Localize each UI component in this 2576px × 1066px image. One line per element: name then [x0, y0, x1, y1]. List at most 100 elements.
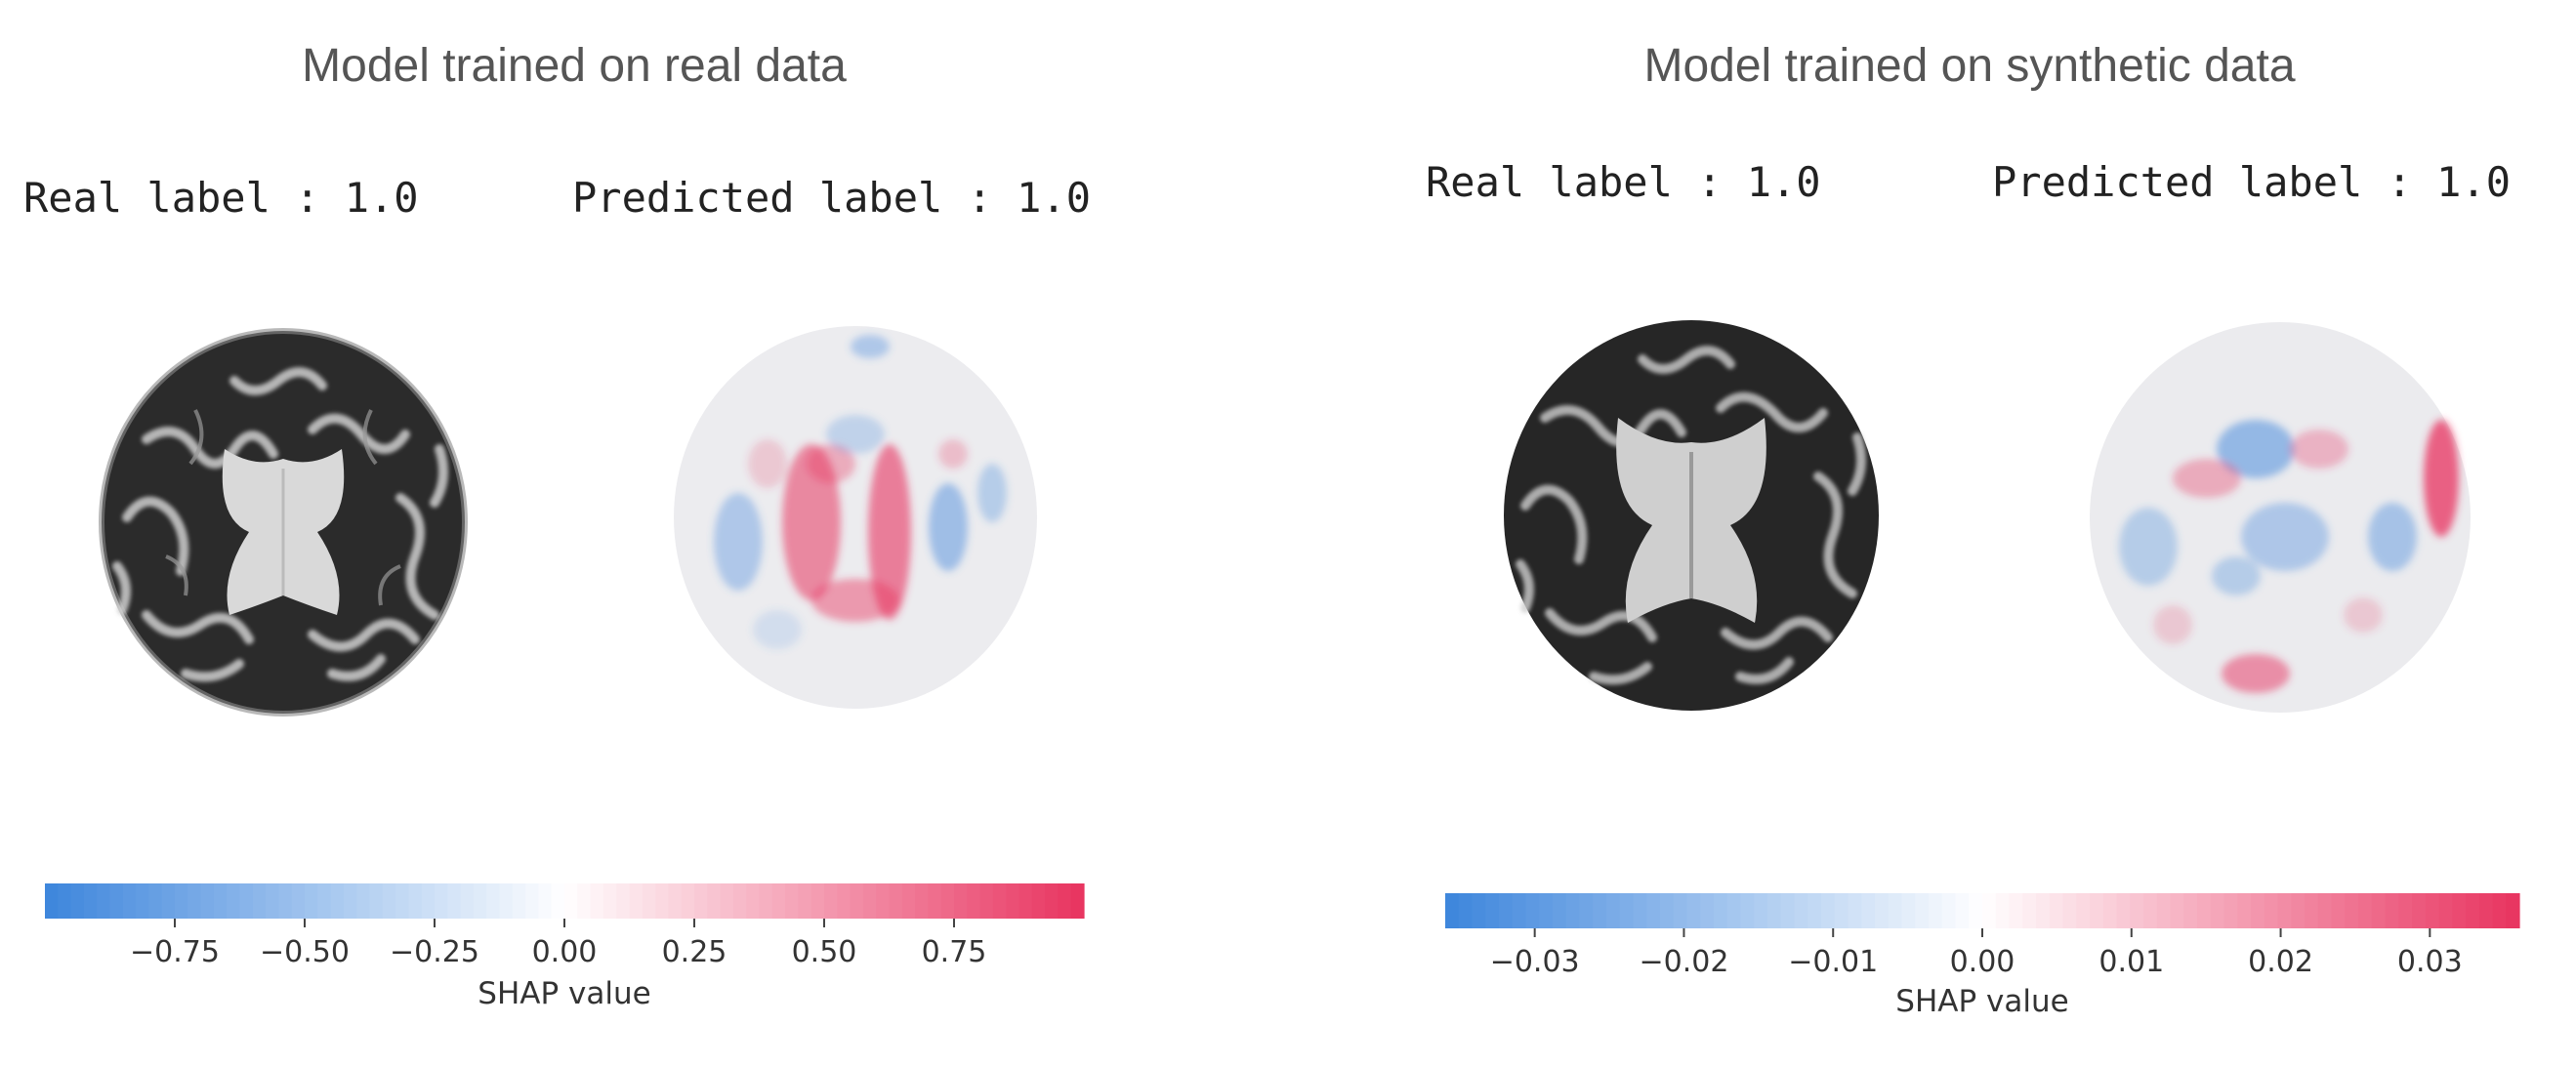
colorbar-segment: [252, 883, 267, 919]
colorbar-segment: [837, 883, 852, 919]
colorbar-tick-label: −0.03: [1490, 945, 1580, 979]
colorbar-segment: [1915, 893, 1930, 928]
colorbar-segment: [992, 883, 1007, 919]
colorbar-segment: [1525, 893, 1540, 928]
colorbar-segment: [1593, 893, 1607, 928]
colorbar-segment: [239, 883, 254, 919]
colorbar-segment: [928, 883, 942, 919]
colorbar-segment: [2251, 893, 2265, 928]
colorbar-segment: [1700, 893, 1715, 928]
colorbar-label: SHAP value: [478, 976, 651, 1011]
colorbar-segment: [1499, 893, 1514, 928]
colorbar-segment: [435, 883, 448, 919]
colorbar-segment: [876, 883, 891, 919]
colorbar-segment: [1633, 893, 1647, 928]
colorbar-segment: [798, 883, 812, 919]
colorbar-segment: [317, 883, 332, 919]
colorbar-segment: [2412, 893, 2427, 928]
colorbar-segment: [564, 883, 578, 919]
colorbar-segment: [785, 883, 799, 919]
colorbar-segment: [525, 883, 539, 919]
colorbar-segment: [616, 883, 631, 919]
colorbar-segment: [266, 883, 279, 919]
colorbar-segment: [460, 883, 475, 919]
colorbar-segment: [655, 883, 669, 919]
colorbar-segment: [746, 883, 761, 919]
colorbar-segment: [148, 883, 163, 919]
panel-synthetic-data: Model trained on synthetic data Real lab…: [1387, 0, 2576, 1066]
colorbar-segment: [2506, 893, 2520, 928]
colorbar-segment: [681, 883, 695, 919]
colorbar-segment: [1754, 893, 1768, 928]
colorbar-segment: [1740, 893, 1755, 928]
colorbar-segment: [940, 883, 955, 919]
colorbar-segment: [551, 883, 565, 919]
colorbar-segment: [1673, 893, 1688, 928]
colorbar-segment: [58, 883, 72, 919]
colorbar-segment: [2156, 893, 2172, 928]
colorbar-segment: [45, 883, 59, 919]
colorbar-segment: [187, 883, 202, 919]
colorbar-segment: [1888, 893, 1903, 928]
colorbar-segment: [1058, 883, 1072, 919]
colorbar-segment: [2264, 893, 2279, 928]
real-label: Real label : 1.0: [23, 174, 419, 222]
colorbar-segment: [850, 883, 864, 919]
colorbar-segment: [732, 883, 747, 919]
colorbar-segment: [2492, 893, 2507, 928]
colorbar-tick-label: 0.03: [2397, 945, 2463, 979]
colorbar-tick-label: −0.25: [390, 935, 479, 969]
colorbar-segment: [200, 883, 215, 919]
colorbar-segment: [499, 883, 514, 919]
colorbar-segment: [1646, 893, 1661, 928]
panel-title: Model trained on real data: [302, 40, 847, 92]
colorbar-segment: [2076, 893, 2091, 928]
colorbar-segment: [720, 883, 734, 919]
colorbar-segment: [590, 883, 604, 919]
colorbar-segment: [2009, 893, 2023, 928]
colorbar-segment: [1018, 883, 1033, 919]
colorbar-tick-label: 0.75: [922, 935, 987, 969]
colorbar-segment: [1686, 893, 1701, 928]
colorbar-segment: [759, 883, 773, 919]
colorbar-tick-label: 0.01: [2098, 945, 2164, 979]
colorbar-segment: [343, 883, 357, 919]
colorbar-segment: [2090, 893, 2104, 928]
colorbar-segment: [824, 883, 838, 919]
colorbar-segment: [305, 883, 318, 919]
colorbar-segment: [1539, 893, 1554, 928]
colorbar-segment: [901, 883, 916, 919]
colorbar-segment: [810, 883, 825, 919]
colorbar-segment: [2317, 893, 2333, 928]
brain-mri-image: [99, 328, 468, 717]
colorbar-segment: [668, 883, 683, 919]
real-label: Real label : 1.0: [1426, 158, 1821, 206]
colorbar-segment: [694, 883, 708, 919]
colorbar-segment: [1553, 893, 1567, 928]
colorbar-tick-label: −0.02: [1639, 945, 1728, 979]
colorbar-segment: [2062, 893, 2077, 928]
colorbar-segment: [1941, 893, 1957, 928]
colorbar-segment: [1969, 893, 1983, 928]
colorbar-segment: [2291, 893, 2306, 928]
colorbar-segment: [1565, 893, 1581, 928]
colorbar-segment: [512, 883, 526, 919]
colorbar-segment: [1955, 893, 1970, 928]
colorbar-segment: [70, 883, 85, 919]
colorbar-segment: [2345, 893, 2359, 928]
colorbar-segment: [1875, 893, 1890, 928]
colorbar-segment: [1726, 893, 1742, 928]
colorbar-segment: [1579, 893, 1594, 928]
colorbar-segment: [1606, 893, 1621, 928]
colorbar-segment: [122, 883, 137, 919]
colorbar: −0.75 −0.50 −0.25 0.00 0.25 0.50 0.75: [45, 883, 1085, 969]
colorbar-segment: [1821, 893, 1836, 928]
colorbar-segment: [1780, 893, 1796, 928]
colorbar-segment: [421, 883, 436, 919]
colorbar-segment: [2102, 893, 2118, 928]
colorbar-tick-label: 0.02: [2248, 945, 2313, 979]
colorbar-segment: [1472, 893, 1486, 928]
colorbar-segment: [2237, 893, 2252, 928]
colorbar-segment: [382, 883, 396, 919]
colorbar-segment: [1861, 893, 1876, 928]
